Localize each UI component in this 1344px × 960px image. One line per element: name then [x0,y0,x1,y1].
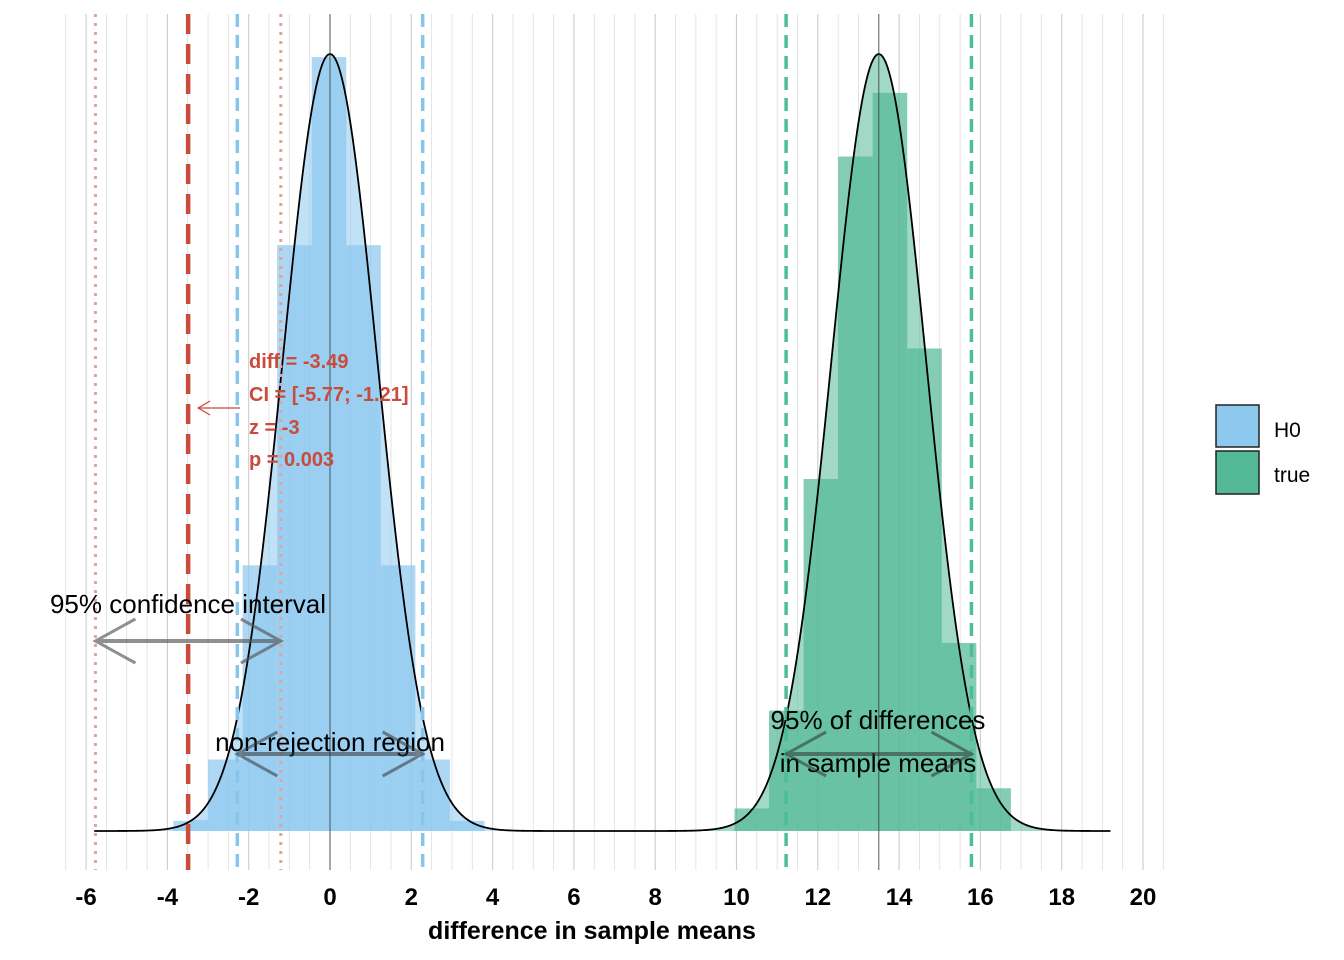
x-tick-label: 4 [486,884,500,911]
x-tick-label: -4 [157,884,179,911]
x-tick-label: 0 [323,884,336,911]
legend-swatch-h0 [1215,404,1260,448]
legend-label-true: true [1274,464,1310,487]
stat-z-label: z = -3 [249,417,300,439]
true-range-arrow-head-left [782,730,827,778]
legend: H0 true [1215,404,1310,495]
nonrejection-arrow-head-left [234,730,279,778]
observed-pointer-arrow [196,400,240,416]
stat-p-label: p = 0.003 [249,449,334,471]
x-axis-title: difference in sample means [428,917,756,945]
annotations: 95% confidence interval non-rejection re… [50,351,985,778]
ci-annotation-label: 95% confidence interval [50,589,326,619]
true-range-arrow [782,730,975,778]
density-fill-true [94,54,1111,831]
x-tick-label: 2 [405,884,418,911]
legend-swatch-true [1215,450,1260,495]
reference-lines [93,14,974,870]
x-tick-label: 20 [1130,884,1157,911]
x-tick-label: -6 [75,884,96,911]
x-tick-label: 12 [804,884,831,911]
stat-ci-label: CI = [-5.77; -1.21] [249,384,409,406]
x-tick-label: 16 [967,884,994,911]
observed-pointer-head [196,400,211,416]
ci-arrow-head-left [92,617,137,665]
nonrejection-arrow-head-right [381,730,426,778]
x-axis: difference in sample means -6 -4 -2 0 2 4 6 8 10… [75,884,1156,945]
x-tick-label: 10 [723,884,750,911]
true-range-annotation-label-line1: 95% of differences [771,705,986,735]
legend-label-h0: H0 [1274,419,1301,442]
x-tick-label: 14 [886,884,913,911]
density-fill-h0 [94,54,1111,831]
true-range-arrow-head-right [930,730,975,778]
x-tick-label: 6 [567,884,580,911]
ci-arrow-head-right [240,617,284,665]
stat-diff-label: diff = -3.49 [249,351,348,373]
x-tick-label: 8 [649,884,662,911]
density-outline-curve [94,53,1111,832]
x-tick-label: -2 [238,884,259,911]
density-curves [94,53,1111,832]
nonrejection-arrow [234,730,426,778]
ci-arrow [92,617,284,665]
x-tick-label: 18 [1048,884,1075,911]
